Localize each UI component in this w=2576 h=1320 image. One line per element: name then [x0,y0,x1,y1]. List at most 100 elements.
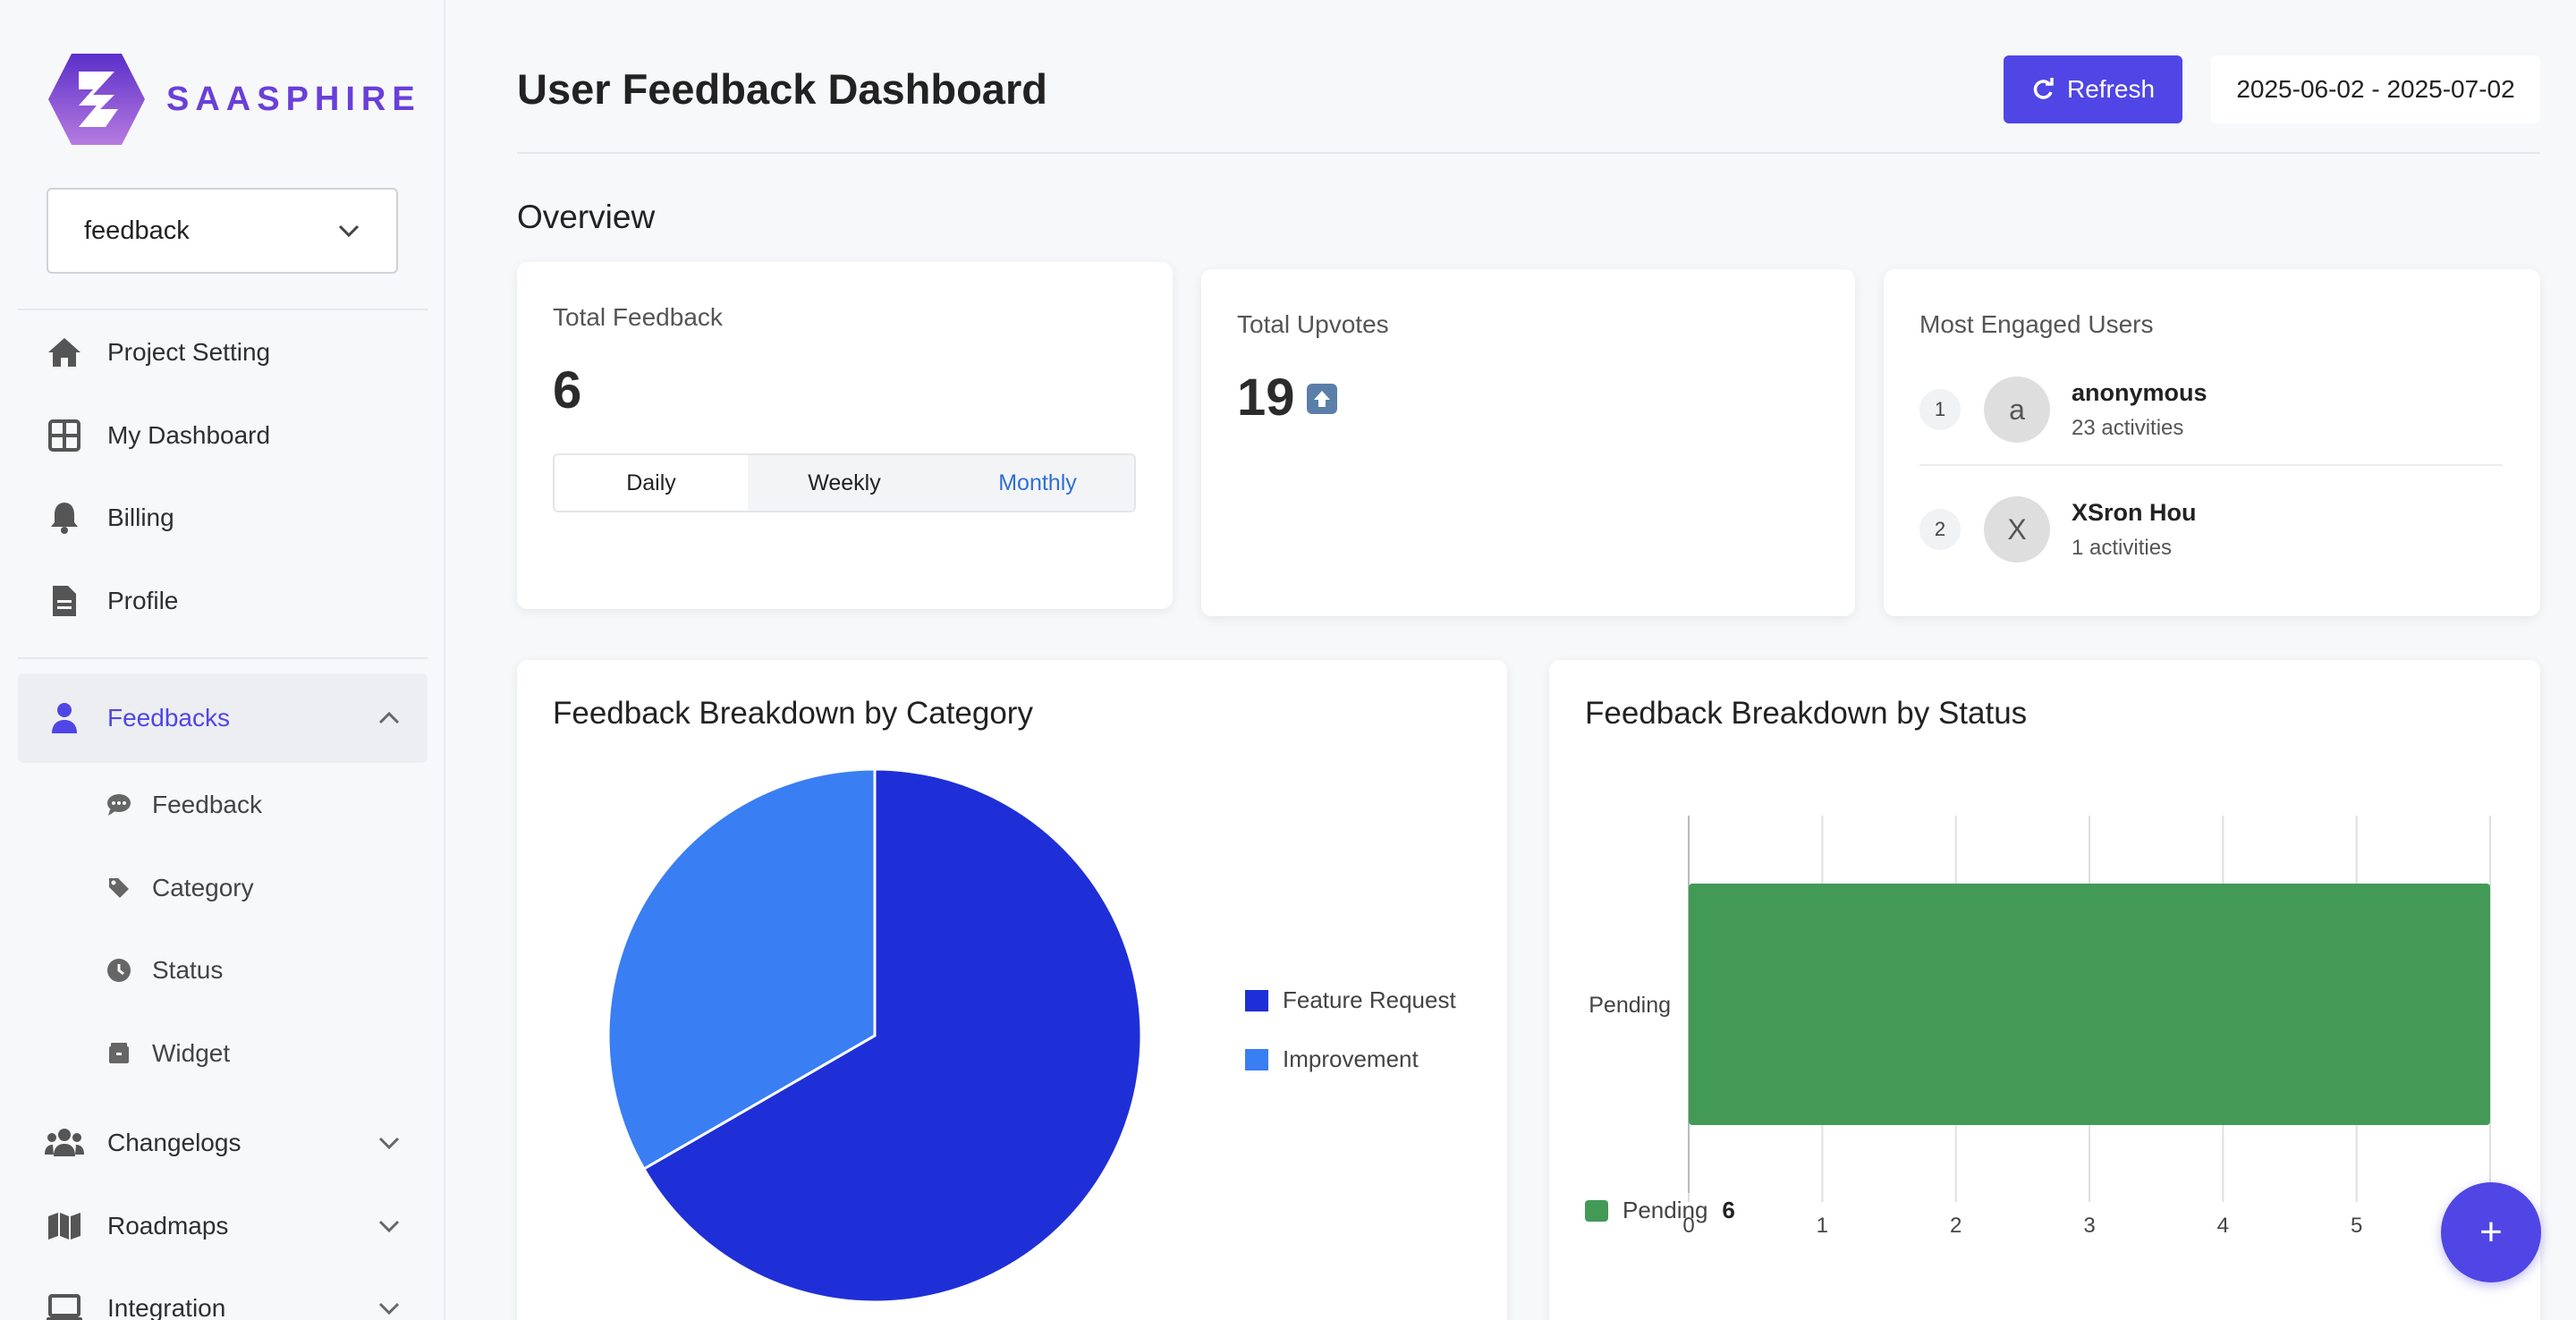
legend-swatch [1245,1048,1268,1070]
chevron-down-icon [378,1137,400,1150]
map-icon [45,1206,84,1246]
page-title: User Feedback Dashboard [517,65,1047,113]
upvote-icon [1307,384,1337,414]
add-button[interactable]: + [2441,1182,2541,1282]
divider [517,152,2540,154]
brand[interactable]: SAASPHIRE [47,52,421,147]
x-tick-label: 0 [1682,1214,1694,1238]
bar-chart: 0 1 2 3 4 5 6 Pending [1589,816,2496,1238]
total-upvotes-card: Total Upvotes 19 [1201,269,1855,616]
x-tick-label: 2 [1950,1214,1962,1238]
sidebar: SAASPHIRE feedback Project Setting My Da… [0,0,445,1320]
brand-name: SAASPHIRE [166,80,421,118]
home-icon [45,333,84,372]
legend-label: Pending [1623,1197,1708,1223]
chart-title: Feedback Breakdown by Category [553,696,1033,731]
legend-label: Feature Request [1283,986,1456,1013]
project-select-value: feedback [84,216,190,245]
user-activities: 23 activities [2072,415,2184,440]
x-tick-label: 5 [2351,1214,2362,1238]
legend-item[interactable]: Improvement [1245,1045,1419,1073]
status-chart-card: Feedback Breakdown by Status 0123456Pend… [1549,660,2540,1320]
pie-slice [606,767,877,1172]
nav-label: Project Setting [107,338,271,366]
bell-icon [45,498,84,537]
total-feedback-value: 6 [553,361,582,419]
refresh-label: Refresh [2066,75,2156,103]
legend-swatch [1245,989,1268,1011]
nav-item-my-dashboard[interactable]: My Dashboard [18,392,428,479]
nav-label: My Dashboard [107,421,271,449]
bar [1689,883,2490,1126]
legend-swatch [1585,1199,1608,1222]
user-row[interactable]: 1 a anonymous 23 activities [1919,360,2503,459]
user-name: anonymous [2072,378,2207,406]
section-title-overview: Overview [517,199,656,235]
project-select[interactable]: feedback [47,188,398,274]
grid-icon [45,416,84,455]
laptop-icon [45,1289,84,1320]
tag-icon [106,875,132,901]
tab-daily[interactable]: Daily [626,470,676,495]
total-upvotes-value: 19 [1237,368,1295,427]
card-label: Total Upvotes [1237,310,1389,338]
y-tick-label: Pending [1589,993,1671,1018]
chat-icon [106,791,132,818]
chevron-down-icon [378,1302,400,1316]
user-icon [45,698,84,738]
tab-monthly[interactable]: Monthly [941,455,1134,511]
users-icon [45,1123,84,1163]
nav-label: Changelogs [107,1129,242,1156]
divider [18,309,428,310]
chevron-up-icon [378,711,400,724]
document-icon [45,581,84,621]
card-label: Most Engaged Users [1919,310,2154,338]
nav-label: Profile [107,587,179,614]
sub-nav-item-widget[interactable]: Widget [106,1027,230,1080]
user-name: XSron Hou [2072,498,2197,526]
divider [18,657,428,659]
nav-item-project-setting[interactable]: Project Setting [18,309,428,396]
refresh-button[interactable]: Refresh [2004,55,2182,123]
x-tick-label: 3 [2083,1214,2095,1238]
sub-nav-item-status[interactable]: Status [106,943,223,997]
brand-logo-icon [48,54,145,145]
divider [1919,464,2503,466]
user-row[interactable]: 2 X XSron Hou 1 activities [1919,480,2503,579]
sub-nav-item-category[interactable]: Category [106,861,254,915]
legend-value: 6 [1722,1197,1735,1223]
avatar: a [1984,377,2050,443]
rank-badge: 2 [1919,509,1961,550]
engaged-users-card: Most Engaged Users 1 a anonymous 23 acti… [1884,269,2540,616]
tab-weekly[interactable]: Weekly [748,455,941,511]
sub-nav-item-feedback[interactable]: Feedback [106,778,262,832]
nav-item-billing[interactable]: Billing [18,474,428,562]
legend-label: Improvement [1283,1045,1419,1072]
card-label: Total Feedback [553,303,723,331]
category-chart-card: Feedback Breakdown by Category Feature R… [517,660,1507,1320]
rank-badge: 1 [1919,389,1961,430]
pie-slice [641,767,1143,1304]
sub-nav-label: Feedback [152,791,262,818]
total-feedback-card: Total Feedback 6 Daily Weekly Monthly [517,262,1173,609]
refresh-icon [2033,78,2054,99]
x-tick-label: 1 [1817,1214,1828,1238]
sub-nav-label: Status [152,956,224,984]
legend-item[interactable]: Pending 6 [1585,1197,1735,1224]
nav-item-integration[interactable]: Integration [18,1265,428,1320]
nav-label: Integration [107,1294,226,1320]
sub-nav-label: Category [152,874,254,901]
date-range-picker[interactable]: 2025-06-02 - 2025-07-02 [2211,55,2540,123]
x-tick-label: 4 [2217,1214,2229,1238]
period-tabs: Daily Weekly Monthly [553,453,1136,512]
nav-item-changelogs[interactable]: Changelogs [18,1099,428,1187]
user-activities: 1 activities [2072,535,2173,560]
avatar: X [1984,496,2050,563]
clock-icon [106,957,132,984]
chevron-down-icon [338,224,360,238]
nav-item-feedbacks[interactable]: Feedbacks [18,673,428,763]
nav-item-profile[interactable]: Profile [18,557,428,645]
nav-item-roadmaps[interactable]: Roadmaps [18,1182,428,1270]
legend-item[interactable]: Feature Request [1245,986,1456,1014]
pie-chart [606,767,1143,1304]
